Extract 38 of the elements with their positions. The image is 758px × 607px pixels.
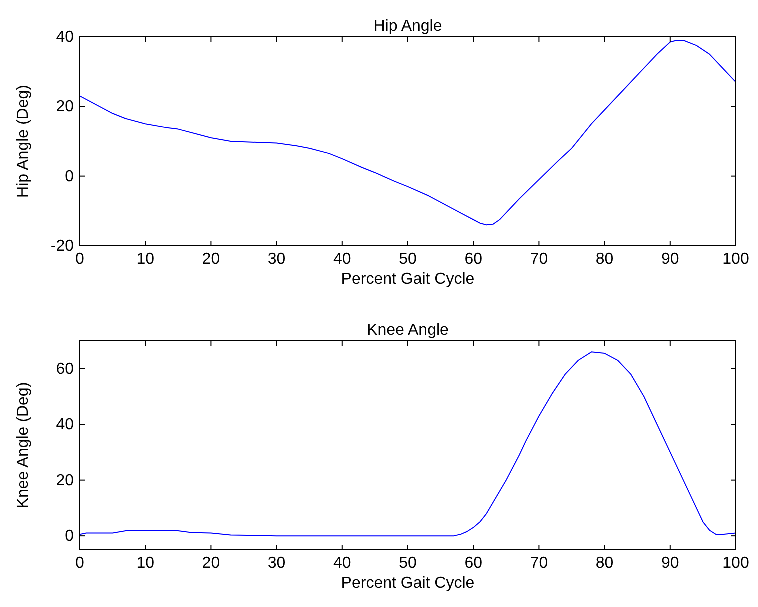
y-tick-label: 40 [56,416,74,434]
x-tick-label: 100 [722,555,750,572]
x-tick-label: 20 [202,555,220,572]
x-tick-label: 40 [334,555,352,572]
x-tick-label: 30 [268,251,286,268]
y-tick-label: 40 [56,29,74,46]
x-tick-label: 50 [399,251,417,268]
x-tick-label: 90 [662,251,680,268]
y-tick-label: 60 [56,360,74,378]
x-tick-label: 20 [202,251,220,268]
y-tick-label: 0 [65,528,74,546]
x-tick-label: 90 [662,555,680,572]
line-series [80,352,736,537]
x-tick-label: 50 [399,555,417,572]
x-tick-label: 60 [464,555,483,572]
y-tick-label: 20 [56,472,74,490]
x-tick-label: 30 [268,555,286,572]
x-tick-label: 10 [136,251,155,268]
x-tick-label: 80 [596,555,614,572]
y-tick-label: -20 [50,238,74,255]
x-axis-title: Percent Gait Cycle [341,271,475,288]
x-tick-label: 60 [464,251,483,268]
y-tick-label: 0 [65,168,74,186]
x-tick-label: 0 [76,555,85,572]
x-tick-label: 80 [596,251,614,268]
chart-title: Knee Angle [367,322,450,339]
x-axis-title: Percent Gait Cycle [341,575,475,592]
y-axis-title: Knee Angle (Deg) [15,382,32,509]
y-tick-label: 20 [56,98,74,116]
y-axis-title: Hip Angle (Deg) [15,85,32,198]
chart-title: Hip Angle [374,18,442,35]
x-tick-label: 40 [334,251,352,268]
x-tick-label: 70 [530,555,548,572]
x-tick-label: 10 [136,555,155,572]
x-tick-label: 100 [722,251,750,268]
x-tick-label: 70 [530,251,548,268]
line-series [80,40,736,226]
x-tick-label: 0 [76,251,85,268]
